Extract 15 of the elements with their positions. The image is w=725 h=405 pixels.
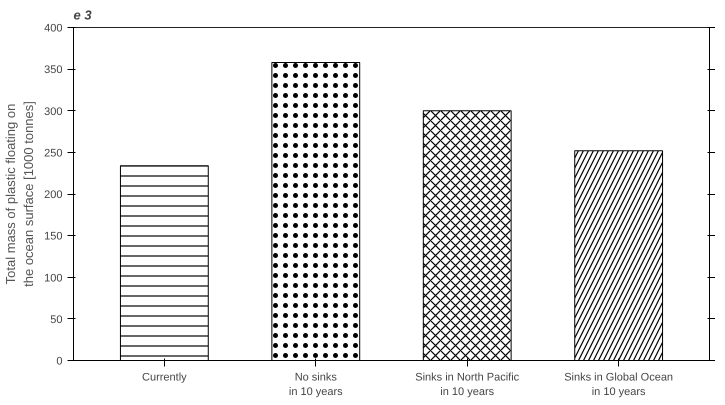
chart-title: e 3 (74, 8, 92, 22)
y-tick-label: 300 (44, 106, 63, 118)
x-tick-label: Currently (142, 372, 188, 384)
y-tick-label: 150 (44, 230, 63, 243)
y-tick-label: 0 (56, 356, 63, 368)
x-tick-label: Sinks in Global Ocean in 10 years (564, 372, 674, 398)
y-tick-label: 100 (44, 272, 63, 284)
x-tick-label: Sinks in North Pacific in 10 years (415, 372, 520, 398)
y-tick-label: 250 (44, 147, 63, 160)
y-tick-label: 400 (44, 22, 63, 34)
y-axis-title: Total mass of plastic floating on the ocean surface [1000 tonnes] (3, 101, 36, 287)
y-tick-label: 350 (44, 64, 63, 76)
y-tick-label: 200 (44, 189, 63, 201)
y-tick-label: 50 (50, 314, 63, 326)
x-tick-label: No sinks in 10 years (288, 372, 344, 398)
